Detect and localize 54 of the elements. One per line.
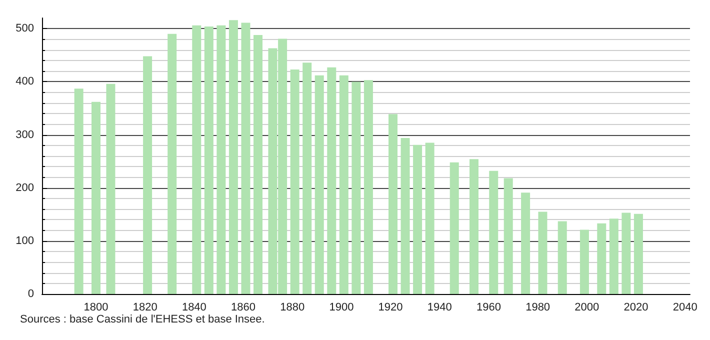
x-tick-label: 2040 [672, 302, 698, 314]
bar [74, 88, 84, 294]
bar [254, 34, 262, 294]
bar [106, 84, 116, 294]
bar [302, 62, 312, 294]
bar [521, 192, 530, 294]
y-tick-label: 300 [16, 128, 34, 141]
x-tick-label: 1920 [378, 302, 403, 314]
bar [192, 25, 202, 294]
bar [228, 20, 238, 294]
bar [597, 223, 606, 294]
bar [413, 144, 422, 294]
bar [241, 22, 250, 294]
bar [339, 75, 348, 294]
x-tick-label: 1900 [329, 302, 354, 314]
y-tick-label: 100 [16, 234, 34, 247]
y-tick-label: 200 [16, 182, 34, 194]
bar [290, 69, 300, 294]
x-tick-label: 1940 [427, 302, 452, 314]
x-tick-label: 2000 [574, 302, 600, 314]
x-tick-label: 1820 [132, 302, 158, 314]
y-tick-label: 0 [28, 288, 34, 300]
bar [622, 212, 631, 294]
bar [450, 162, 459, 294]
bar [425, 142, 434, 294]
bar [216, 25, 226, 294]
x-tick-label: 1840 [182, 302, 206, 314]
source-note: Sources : base Cassini de l'EHESS et base Insee. [20, 314, 265, 326]
bar [352, 82, 361, 294]
bar [388, 114, 398, 294]
bar [504, 178, 513, 294]
x-tick-label: 1960 [476, 302, 501, 314]
bar [327, 67, 336, 294]
y-tick-label: 400 [16, 76, 34, 88]
bar [634, 214, 643, 294]
bar [489, 170, 498, 294]
x-tick-label: 1800 [84, 302, 108, 314]
bar [92, 102, 100, 294]
bar [558, 221, 567, 294]
y-tick-label: 500 [16, 22, 34, 35]
bar [314, 75, 324, 294]
bar [204, 26, 214, 294]
bar [364, 80, 373, 294]
x-tick-label: 1980 [526, 302, 550, 314]
bar [580, 230, 589, 294]
bar [470, 159, 478, 294]
bar [538, 212, 548, 294]
bar [168, 34, 177, 294]
x-tick-label: 1860 [231, 302, 256, 314]
bar [609, 218, 618, 294]
x-tick-label: 2020 [624, 302, 648, 314]
bar [400, 138, 410, 294]
bar [143, 56, 152, 294]
x-tick-label: 1880 [280, 302, 305, 314]
